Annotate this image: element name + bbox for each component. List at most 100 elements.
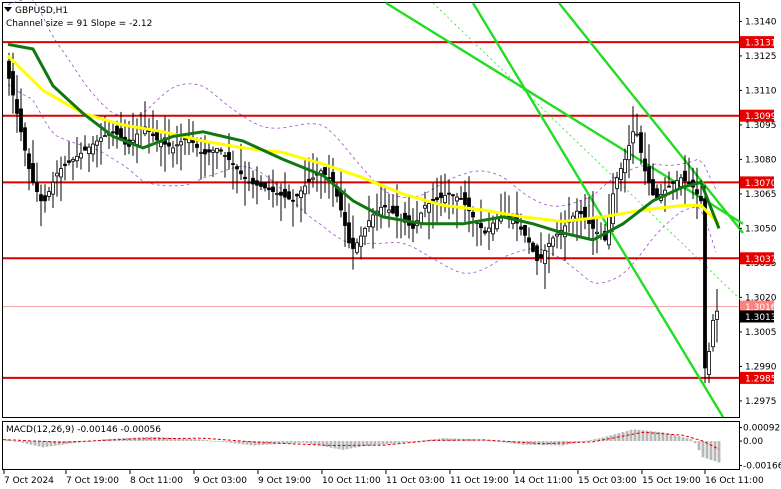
macd-histogram-bar bbox=[629, 429, 633, 442]
macd-histogram-bar bbox=[649, 431, 653, 442]
candle-body bbox=[15, 99, 19, 114]
price-tick-label: 1.3125 bbox=[745, 52, 777, 62]
time-tick-label: 11 Oct 03:00 bbox=[386, 476, 445, 486]
macd-histogram-bar bbox=[301, 441, 305, 443]
candle-body bbox=[715, 310, 719, 320]
candle-body bbox=[47, 191, 51, 197]
macd-histogram-bar bbox=[661, 432, 665, 442]
macd-histogram-bar bbox=[281, 441, 285, 444]
macd-histogram-bar bbox=[349, 441, 353, 449]
candle-body bbox=[71, 158, 75, 162]
candle-body bbox=[231, 163, 235, 165]
candle-body bbox=[551, 237, 555, 247]
candle-body bbox=[35, 182, 39, 193]
level-label-text: 1.3070 bbox=[745, 179, 777, 189]
macd-histogram-bar bbox=[597, 438, 601, 442]
time-tick-label: 7 Oct 19:00 bbox=[66, 476, 119, 486]
candle-body bbox=[447, 192, 451, 195]
macd-histogram-bar bbox=[297, 441, 301, 443]
macd-histogram-bar bbox=[577, 441, 581, 443]
level-label-box bbox=[740, 36, 774, 49]
level-label-box bbox=[740, 176, 774, 189]
candle-body bbox=[383, 204, 387, 208]
macd-histogram-bar bbox=[57, 441, 61, 446]
macd-histogram-bar bbox=[541, 441, 545, 446]
time-tick-label: 15 Oct 19:00 bbox=[642, 476, 701, 486]
macd-histogram-bar bbox=[33, 441, 37, 446]
candle-body bbox=[703, 198, 707, 369]
candle-body bbox=[619, 168, 623, 180]
candle-body bbox=[495, 217, 499, 230]
candle-body bbox=[219, 149, 223, 152]
candle-body bbox=[239, 170, 243, 175]
macd-histogram-bar bbox=[441, 438, 445, 442]
macd-histogram-bar bbox=[361, 441, 365, 447]
candle-body bbox=[651, 179, 655, 196]
macd-histogram-bar bbox=[353, 441, 357, 448]
candle-body bbox=[611, 193, 615, 225]
macd-histogram-bar bbox=[145, 437, 149, 442]
macd-histogram-bar bbox=[641, 430, 645, 442]
macd-histogram-bar bbox=[345, 441, 349, 450]
macd-histogram-bar bbox=[241, 441, 245, 445]
macd-histogram-bar bbox=[469, 439, 473, 442]
candle-body bbox=[235, 166, 239, 170]
candle-body bbox=[439, 192, 443, 199]
candle-body bbox=[363, 227, 367, 237]
candle-body bbox=[635, 133, 639, 136]
macd-panel-frame bbox=[2, 421, 740, 470]
macd-indicator bbox=[2, 429, 721, 463]
time-axis: 7 Oct 2024 7 Oct 19:00 8 Oct 11:00 9 Oct 03… bbox=[3, 470, 764, 486]
macd-histogram-bar bbox=[417, 440, 421, 442]
candle-body bbox=[159, 141, 163, 148]
macd-tick-label: 0.00092 bbox=[743, 424, 780, 434]
candle-body bbox=[355, 242, 359, 253]
price-tick-label: 1.3095 bbox=[745, 121, 777, 131]
macd-histogram-bar bbox=[13, 441, 17, 442]
candle-body bbox=[627, 145, 631, 161]
time-tick-label: 9 Oct 19:00 bbox=[258, 476, 311, 486]
candle-body bbox=[43, 195, 47, 202]
candle-body bbox=[403, 212, 407, 223]
faint-level-label-box bbox=[740, 300, 774, 313]
macd-histogram-bar bbox=[585, 440, 589, 442]
candle-body bbox=[459, 198, 463, 200]
macd-histogram-bar bbox=[245, 441, 249, 445]
macd-histogram-bar bbox=[413, 441, 417, 442]
macd-histogram-bar bbox=[493, 441, 497, 442]
time-tick-label: 16 Oct 11:00 bbox=[705, 476, 764, 486]
macd-histogram-bar bbox=[201, 439, 205, 442]
macd-histogram-bar bbox=[581, 441, 585, 442]
macd-histogram-bar bbox=[369, 441, 373, 446]
macd-histogram-bar bbox=[625, 430, 629, 442]
candle-body bbox=[531, 242, 535, 252]
candle-body bbox=[207, 149, 211, 153]
channel-line bbox=[558, 2, 744, 234]
macd-histogram-bar bbox=[525, 441, 529, 445]
candle-body bbox=[311, 177, 315, 180]
macd-histogram-bar bbox=[89, 440, 93, 442]
macd-histogram-bar bbox=[225, 441, 229, 443]
macd-histogram-bar bbox=[365, 441, 369, 446]
price-tick-label: 1.3065 bbox=[745, 190, 777, 200]
time-tick-label: 14 Oct 11:00 bbox=[514, 476, 573, 486]
macd-histogram-bar bbox=[65, 441, 69, 445]
candle-body bbox=[167, 142, 171, 147]
macd-histogram-bar bbox=[357, 441, 361, 447]
time-tick-label: 8 Oct 11:00 bbox=[130, 476, 183, 486]
macd-histogram-bar bbox=[701, 441, 705, 458]
macd-histogram-bar bbox=[445, 438, 449, 442]
candle-body bbox=[575, 210, 579, 220]
faint-level-label-text: 1.3016 bbox=[745, 303, 777, 313]
candle-body bbox=[171, 147, 175, 154]
candle-body bbox=[211, 149, 215, 153]
candle-body bbox=[519, 226, 523, 230]
macd-histogram-bar bbox=[249, 441, 253, 446]
macd-tick-label: 0.00 bbox=[743, 437, 763, 447]
macd-histogram-bar bbox=[677, 436, 681, 442]
candle-body bbox=[331, 171, 335, 183]
price-tick-label: 1.3050 bbox=[745, 224, 777, 234]
macd-histogram-bar bbox=[49, 441, 53, 447]
